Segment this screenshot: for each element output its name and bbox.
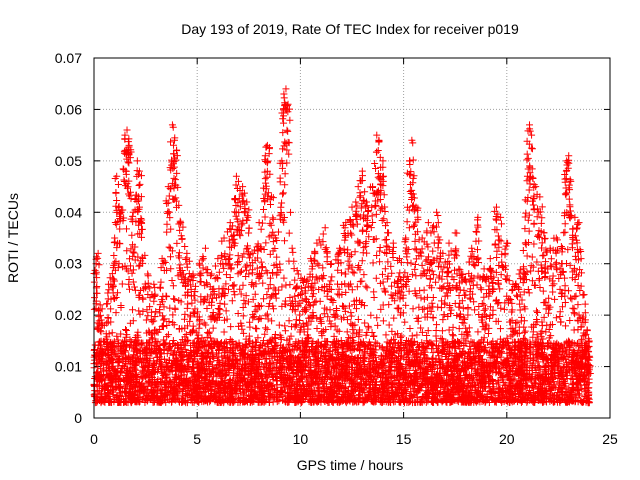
data-point xyxy=(496,370,504,378)
data-point xyxy=(528,370,536,378)
data-point xyxy=(530,356,538,364)
data-point xyxy=(535,362,543,370)
data-point xyxy=(565,342,573,350)
data-point xyxy=(527,377,535,385)
data-point xyxy=(137,369,145,377)
data-point xyxy=(396,345,404,353)
data-point xyxy=(392,377,400,385)
data-point xyxy=(560,363,568,371)
data-point xyxy=(368,352,376,360)
data-point xyxy=(506,362,514,370)
data-point xyxy=(262,374,270,382)
data-point xyxy=(361,348,369,356)
data-point xyxy=(294,338,302,346)
data-point xyxy=(568,351,576,359)
data-point xyxy=(261,360,269,368)
data-point xyxy=(179,366,187,374)
data-point xyxy=(439,388,447,396)
data-point xyxy=(131,371,139,379)
data-point xyxy=(471,359,479,367)
data-point xyxy=(166,344,174,352)
data-point xyxy=(473,347,481,355)
data-point xyxy=(429,342,437,350)
data-point xyxy=(420,343,428,351)
data-point xyxy=(438,364,446,372)
data-point xyxy=(304,376,312,384)
data-point xyxy=(117,350,125,358)
data-point xyxy=(521,366,529,374)
data-point xyxy=(449,340,457,348)
data-point xyxy=(443,355,451,363)
data-point xyxy=(492,363,500,371)
scatter-points xyxy=(90,85,594,407)
data-point xyxy=(377,359,385,367)
data-point xyxy=(433,364,441,372)
data-point xyxy=(262,354,270,362)
data-point xyxy=(207,358,215,366)
data-point xyxy=(203,346,211,354)
data-point xyxy=(490,358,498,366)
data-point xyxy=(193,340,201,348)
data-point xyxy=(235,385,243,393)
data-point xyxy=(488,352,496,360)
data-point xyxy=(122,343,130,351)
data-point xyxy=(310,349,318,357)
data-point xyxy=(279,343,287,351)
data-point xyxy=(160,346,168,354)
data-point xyxy=(460,341,468,349)
data-point xyxy=(302,343,310,351)
data-point xyxy=(527,349,535,357)
data-point xyxy=(243,341,251,349)
data-point xyxy=(154,353,162,361)
data-point xyxy=(468,364,476,372)
data-point xyxy=(205,362,213,370)
data-point xyxy=(575,342,583,350)
data-point xyxy=(409,346,417,354)
data-point xyxy=(289,379,297,387)
data-point xyxy=(523,382,531,390)
data-point xyxy=(465,373,473,381)
data-point xyxy=(458,387,466,395)
data-point xyxy=(258,342,266,350)
data-point xyxy=(416,361,424,369)
data-point xyxy=(350,339,358,347)
data-point xyxy=(418,339,426,347)
data-point xyxy=(270,346,278,354)
data-point xyxy=(521,375,529,383)
data-point xyxy=(554,374,562,382)
data-point xyxy=(390,381,398,389)
data-point xyxy=(367,360,375,368)
data-point xyxy=(385,363,393,371)
data-point xyxy=(273,377,281,385)
data-point xyxy=(576,349,584,357)
data-point xyxy=(91,341,99,349)
data-point xyxy=(230,350,238,358)
data-point xyxy=(516,380,524,388)
data-point xyxy=(467,338,475,346)
data-point xyxy=(136,346,144,354)
chart-title: Day 193 of 2019, Rate Of TEC Index for r… xyxy=(181,21,519,37)
data-point xyxy=(126,360,134,368)
data-point xyxy=(441,352,449,360)
data-point xyxy=(285,341,293,349)
data-point xyxy=(266,380,274,387)
data-point xyxy=(558,347,566,355)
data-point xyxy=(555,358,563,366)
data-point xyxy=(290,373,298,381)
data-point xyxy=(454,361,462,369)
data-point xyxy=(360,349,368,357)
data-point xyxy=(532,368,540,376)
data-point xyxy=(406,372,414,380)
data-point xyxy=(131,383,139,391)
data-point xyxy=(585,338,593,346)
data-point xyxy=(258,378,266,386)
data-point xyxy=(409,385,417,393)
data-point xyxy=(123,342,131,350)
data-point xyxy=(522,351,530,359)
